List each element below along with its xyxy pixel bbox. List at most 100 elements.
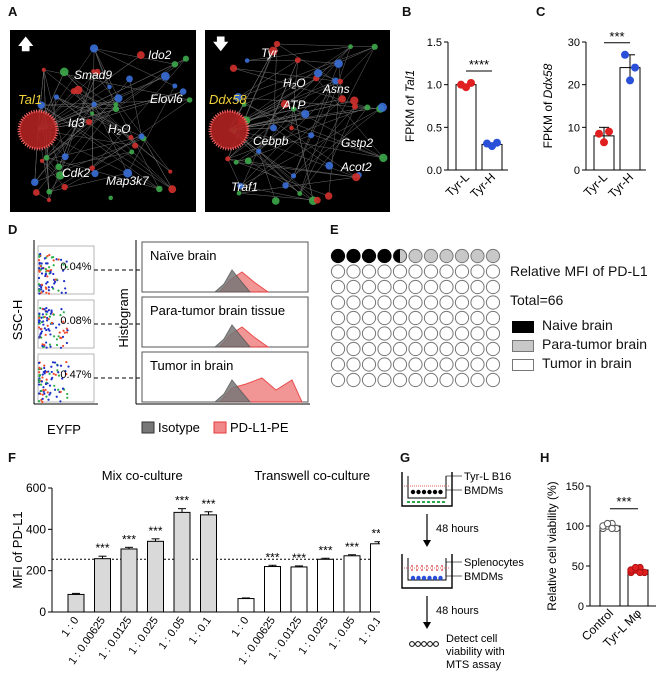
flow-dot: [59, 400, 62, 403]
data-point: [636, 568, 644, 577]
network-node: [179, 88, 187, 95]
waffle-dot-tumor: [470, 264, 485, 279]
flow-dot: [42, 323, 45, 326]
bmdm-cell: [437, 501, 440, 503]
flow-dot: [52, 287, 55, 290]
network-node: [55, 171, 65, 180]
flow-dot: [55, 395, 58, 398]
waffle-dot-tumor: [346, 310, 361, 326]
flow-dot: [49, 345, 52, 348]
network-node: [352, 173, 361, 182]
network-node: [128, 135, 134, 140]
splenocyte: [436, 569, 438, 571]
waffle-dot-tumor: [361, 372, 377, 388]
flow-dot: [65, 360, 68, 364]
gene-label: Tyr: [261, 46, 278, 60]
flow-dot: [40, 262, 43, 265]
flow-dot: [47, 286, 50, 289]
flow-dot: [48, 315, 51, 318]
bmdm-cell: [410, 575, 416, 581]
network-edge: [228, 100, 355, 131]
flow-dot: [54, 373, 57, 376]
bar: [290, 566, 308, 613]
waffle-dot-tumor: [330, 295, 346, 310]
flow-dot: [38, 267, 41, 270]
network-node: [308, 132, 315, 139]
flow-dot: [41, 393, 44, 396]
flow-dot: [65, 327, 68, 330]
y-tick-label: 30: [568, 37, 580, 49]
network-node: [268, 46, 278, 56]
y-tick-label: 50: [572, 561, 584, 573]
y-tick-label: 150: [566, 481, 584, 493]
bar: [264, 566, 281, 613]
flow-dot: [37, 383, 41, 386]
legend-swatch-naive: [512, 321, 534, 333]
x-tick-label: Tyr-L: [581, 170, 610, 199]
network-node: [136, 51, 145, 60]
flow-dot: [65, 260, 68, 263]
well-outer: [401, 472, 453, 507]
network-node: [89, 44, 99, 53]
network-edge: [293, 63, 339, 176]
waffle-grid: [330, 248, 500, 388]
waffle-dot-naive: [330, 248, 346, 264]
network-edge: [227, 158, 241, 187]
gene-label: Cdk2: [62, 166, 91, 180]
network-edge: [299, 46, 351, 194]
flow-dot: [45, 262, 48, 265]
flow-dot: [41, 343, 44, 346]
flow-dot: [56, 369, 59, 372]
network-node: [241, 102, 247, 107]
isotype-histogram: [213, 379, 252, 403]
network-edge: [143, 138, 173, 190]
network-edge: [43, 69, 66, 157]
flow-dot: [38, 292, 41, 295]
flow-dot: [66, 392, 69, 396]
b16-cell: [410, 489, 416, 495]
assay-label: Detect cell: [446, 633, 497, 645]
waffle-dot-tumor: [470, 357, 485, 372]
flow-dot: [43, 364, 46, 367]
network-node: [271, 197, 280, 205]
data-point: [626, 76, 634, 85]
y-tick-label: 0.0: [427, 165, 442, 177]
panel-d-figure: SSC-H EYFP 0.04% 0.08% 0.47% Histogram Naïve b…: [10, 240, 310, 437]
waffle-dot-tumor: [346, 279, 361, 295]
network-node: [313, 196, 321, 204]
network-node: [55, 163, 63, 171]
network-node: [237, 182, 244, 190]
flow-dot: [51, 361, 55, 364]
network-node: [244, 157, 252, 165]
waffle-dot-naive: [346, 248, 361, 264]
network-hub-node: [19, 111, 57, 149]
network-node: [290, 106, 297, 112]
network-node: [114, 94, 123, 103]
y-tick-label: 600: [26, 481, 46, 495]
network-edge: [299, 46, 375, 194]
network-edge: [93, 48, 119, 99]
flow-dot: [47, 318, 50, 321]
y-tick-label: 0.5: [427, 122, 442, 134]
flow-dot: [45, 329, 48, 332]
network-edge: [64, 71, 136, 146]
network-node: [168, 169, 173, 174]
network-node: [161, 71, 170, 81]
waffle-dot-tumor: [346, 326, 361, 341]
data-point: [493, 138, 501, 147]
flow-dot: [40, 286, 43, 289]
network-edge: [127, 85, 176, 174]
waffle-dot-tumor: [346, 295, 361, 310]
flow-dot: [48, 329, 51, 332]
flow-dot: [48, 372, 51, 375]
network-edge: [293, 108, 314, 201]
flow-dot: [45, 287, 48, 290]
waffle-dot-tumor: [361, 326, 377, 341]
y-tick-label: 0: [578, 601, 584, 613]
network-edge: [93, 48, 110, 87]
network-edge: [291, 60, 299, 129]
network-edge: [293, 80, 336, 176]
flow-dot: [58, 331, 61, 334]
